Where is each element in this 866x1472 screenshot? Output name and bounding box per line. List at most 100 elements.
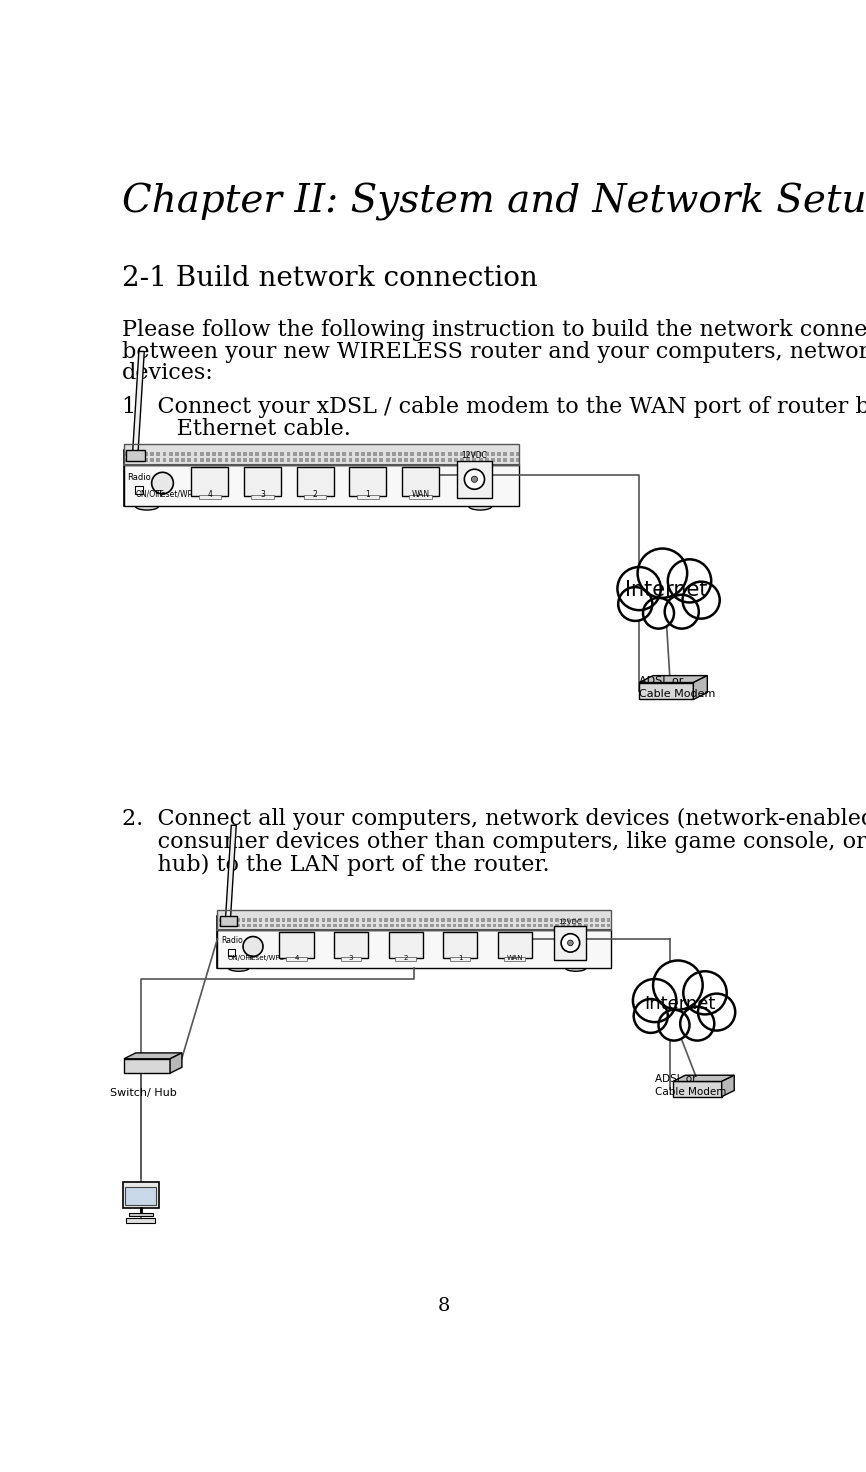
Bar [288,919,291,921]
Bar [423,458,427,462]
Bar [497,452,501,456]
Bar [487,919,490,921]
Bar [454,458,458,462]
Bar [333,923,337,927]
Bar [544,919,547,921]
Bar [390,919,394,921]
Circle shape [643,598,674,629]
Bar [516,458,520,462]
Bar [578,919,582,921]
Text: Radio: Radio [127,473,152,481]
Bar [396,919,399,921]
Bar [187,452,191,456]
Bar [218,458,223,462]
Bar [470,919,474,921]
Bar [450,957,470,961]
Text: Radio: Radio [221,936,242,945]
Bar [305,452,309,456]
Bar [385,452,390,456]
Bar [413,923,417,927]
Bar [561,919,565,921]
Bar [126,1217,155,1223]
Bar [584,919,587,921]
Bar [539,923,542,927]
Bar [429,458,433,462]
Bar [264,923,268,927]
Bar [129,1213,152,1216]
Bar [504,919,507,921]
Bar [299,923,302,927]
Bar [333,919,337,921]
Bar [510,458,514,462]
Bar [310,919,313,921]
Circle shape [653,961,702,1010]
Bar [398,452,402,456]
Circle shape [680,1007,714,1041]
Bar [392,458,396,462]
Text: ADSL or
Cable Modem: ADSL or Cable Modem [639,676,715,699]
Bar [243,458,247,462]
Bar [590,923,593,927]
Bar [499,919,502,921]
Bar [367,458,371,462]
Bar [673,1082,721,1097]
Bar [396,923,399,927]
Bar [491,452,495,456]
Bar [373,458,378,462]
Bar [436,919,439,921]
Bar [429,452,433,456]
Bar [442,919,445,921]
Bar [418,923,422,927]
Bar [270,923,274,927]
Text: 2: 2 [404,955,408,961]
Bar [336,458,340,462]
Bar [321,923,325,927]
Bar [187,458,191,462]
Bar [193,458,197,462]
Bar [305,923,308,927]
Bar [287,452,290,456]
Bar [299,458,303,462]
Bar [236,923,240,927]
Bar [169,452,172,456]
Ellipse shape [135,502,158,511]
Text: WAN: WAN [507,955,523,961]
Circle shape [658,1010,689,1041]
Bar [356,923,359,927]
Circle shape [633,979,676,1022]
Text: 1.  Connect your xDSL / cable modem to the WAN port of router by: 1. Connect your xDSL / cable modem to th… [122,396,866,418]
Bar [281,919,285,921]
Bar [175,452,178,456]
Bar [367,923,371,927]
Bar [198,495,221,499]
Bar [268,458,272,462]
Bar [276,923,280,927]
Bar [249,458,253,462]
Bar [181,458,185,462]
Bar [175,458,178,462]
Bar [276,919,280,921]
Text: Internet: Internet [644,995,716,1013]
Bar [361,923,365,927]
Bar [555,923,559,927]
Circle shape [665,595,699,629]
Bar [453,923,456,927]
Bar [458,919,462,921]
Bar [385,923,388,927]
Text: 2: 2 [313,490,318,499]
Bar [561,923,565,927]
Bar [217,910,611,930]
Bar [475,919,479,921]
Text: 1: 1 [458,955,462,961]
Bar [200,458,204,462]
Bar [293,919,297,921]
Bar [251,495,274,499]
Bar [361,919,365,921]
Bar [470,923,474,927]
Bar [156,458,160,462]
Bar [255,452,260,456]
Bar [527,919,531,921]
Ellipse shape [228,964,249,972]
Bar [230,919,234,921]
Bar [242,919,245,921]
